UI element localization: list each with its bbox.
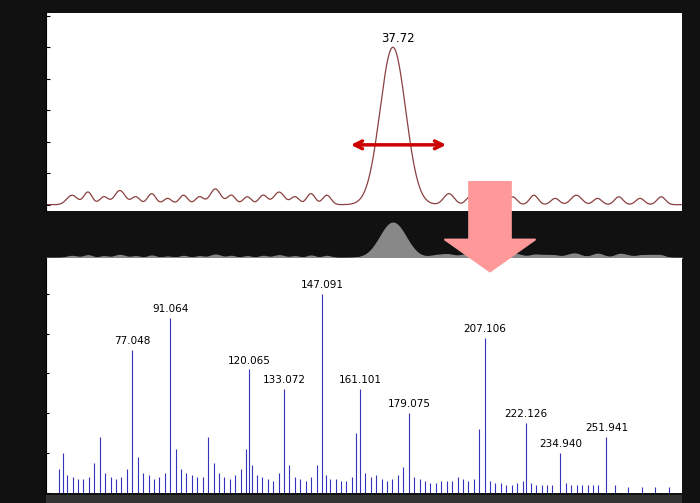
Text: 77.048: 77.048 xyxy=(114,336,150,346)
Text: 91.064: 91.064 xyxy=(152,304,188,314)
Text: 133.072: 133.072 xyxy=(262,375,306,385)
Text: 234.940: 234.940 xyxy=(539,439,582,449)
Text: 161.101: 161.101 xyxy=(339,375,382,385)
Bar xyxy=(46,495,682,503)
Text: 147.091: 147.091 xyxy=(301,280,344,290)
Text: 120.065: 120.065 xyxy=(228,356,270,366)
Text: 207.106: 207.106 xyxy=(463,323,506,333)
Text: 251.941: 251.941 xyxy=(585,423,628,433)
Text: 222.126: 222.126 xyxy=(504,409,547,420)
Text: 179.075: 179.075 xyxy=(387,399,430,409)
FancyArrow shape xyxy=(444,181,536,272)
Text: 37.72: 37.72 xyxy=(382,33,415,45)
